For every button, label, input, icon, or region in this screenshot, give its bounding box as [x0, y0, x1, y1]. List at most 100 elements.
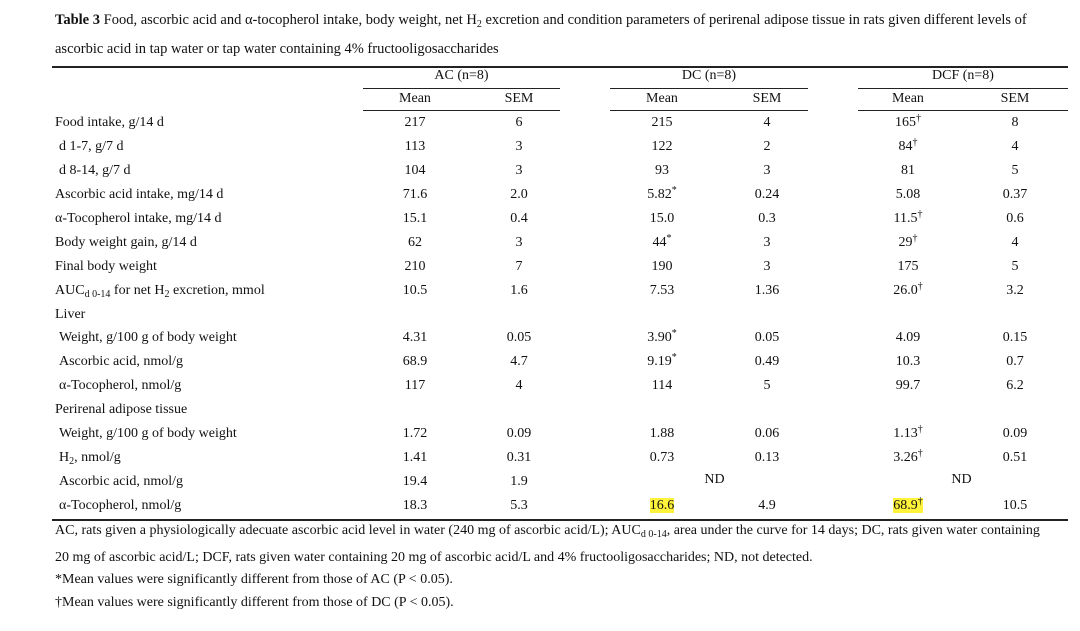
cell-value: 1.13† [893, 425, 923, 442]
text: d 8-14, g/7 d [59, 162, 131, 178]
cell-value: 114 [652, 378, 672, 393]
value: 104 [404, 162, 426, 178]
column-header: Mean [646, 91, 678, 106]
cell-value: 81 [901, 163, 915, 178]
text: Ascorbic acid, nmol/g [59, 354, 184, 370]
value: 15.1 [402, 210, 428, 226]
cell: 5.08 [858, 187, 958, 203]
value: 1.88 [649, 426, 675, 442]
cell: 44* [612, 233, 712, 251]
cell-value: 3 [764, 163, 771, 178]
value: 0.3 [758, 210, 776, 226]
value: 217 [404, 115, 426, 130]
cell-value: 0.05 [755, 330, 780, 345]
value: 122 [651, 138, 673, 154]
cell-value: 1.36 [755, 283, 780, 298]
text: AC, rats given a physiologically adecuat… [55, 523, 641, 538]
cell: 10.3 [858, 354, 958, 370]
value: 3.90 [647, 330, 672, 346]
value: 4 [763, 115, 771, 130]
value: 3 [763, 234, 771, 250]
value: 0.09 [1002, 426, 1028, 442]
cell-value: 6 [516, 115, 523, 130]
cell: 3 [717, 235, 817, 251]
cell: 0.4 [469, 211, 569, 227]
value: 5 [1011, 258, 1019, 274]
cell: 1.41 [365, 450, 465, 466]
significance-mark: † [912, 136, 918, 148]
cell: 3 [717, 259, 817, 275]
value: 5.3 [510, 498, 528, 514]
cell-value: 0.31 [507, 450, 532, 465]
value: 8 [1011, 115, 1019, 130]
cell: 10.5 [965, 498, 1065, 514]
value: 4 [1011, 234, 1019, 250]
cell: 4.31 [365, 330, 465, 346]
group-header: DC (n=8) [681, 68, 737, 83]
text: , nmol/g [74, 450, 121, 466]
cell: 0.73 [612, 450, 712, 466]
footnote: *Mean values were significantly differen… [55, 569, 1045, 592]
value: 0.09 [506, 426, 532, 442]
cell: 4 [965, 139, 1065, 155]
cell: 0.15 [965, 330, 1065, 346]
value: 7.53 [649, 282, 675, 298]
cell: 3 [717, 163, 817, 179]
cell-value: 15.0 [650, 211, 675, 226]
cell-value: 0.73 [650, 450, 675, 465]
value: 93 [655, 162, 669, 178]
text: Ascorbic acid, nmol/g [59, 474, 184, 490]
subscript: 2 [69, 456, 75, 468]
cell-value: 6.2 [1006, 378, 1024, 393]
cell: 68.9 [365, 354, 465, 370]
significance-mark: † [912, 232, 918, 244]
value: 210 [404, 258, 426, 274]
header-rule [363, 110, 560, 111]
value: 68.9 [893, 498, 918, 514]
cell: 5.82* [612, 185, 712, 203]
cell: 71.6 [365, 187, 465, 203]
cell-value: 122 [652, 139, 673, 154]
value: 9.19 [647, 354, 672, 370]
cell: 0.05 [469, 330, 569, 346]
cell: 11.5† [858, 209, 958, 227]
text: α-Tocopherol, nmol/g [59, 498, 182, 514]
value: 84 [898, 138, 913, 154]
value: ND [704, 472, 725, 488]
cell-value: 2.0 [510, 187, 528, 202]
value: 6.2 [1006, 378, 1024, 394]
cell: 0.3 [717, 211, 817, 227]
cell-value: 16.6 [649, 498, 675, 514]
cell: 26.0† [858, 281, 958, 299]
cell-value: 3 [764, 235, 771, 250]
value: 3 [515, 234, 523, 250]
top-rule [52, 66, 1068, 68]
value: 0.49 [754, 354, 780, 370]
cell: 1.13† [858, 425, 958, 442]
cell-value: 1.9 [510, 474, 528, 489]
header-rule [858, 110, 1068, 111]
value: 3 [763, 162, 771, 178]
cell-value: 3.2 [1006, 283, 1024, 298]
cell-value: 0.05 [507, 330, 532, 345]
cell-value: 11.5† [894, 209, 923, 226]
column-header: Mean [892, 91, 924, 106]
text: , area under the curve for 14 days; DC, … [55, 523, 1040, 565]
row-label: Food intake, g/14 d [55, 115, 164, 131]
text: Ascorbic acid intake, mg/14 d [55, 186, 224, 202]
cell-value: 3.90* [647, 329, 677, 346]
text: *Mean values were significantly differen… [55, 572, 453, 587]
cell: 3 [469, 163, 569, 179]
cell-value: 0.6 [1006, 211, 1024, 226]
cell-value: 113 [405, 139, 425, 154]
value: 165 [895, 115, 916, 130]
cell: 3.2 [965, 283, 1065, 299]
text: α-Tocopherol intake, mg/14 d [55, 210, 222, 226]
cell-value: 2 [764, 139, 771, 154]
value: 0.6 [1006, 210, 1024, 226]
text: excretion and condition parameters of pe… [55, 12, 1027, 57]
cell-value: 175 [898, 259, 919, 274]
value: 5 [1011, 162, 1019, 178]
value: 5 [763, 378, 771, 394]
row-label: Liver [55, 307, 85, 323]
